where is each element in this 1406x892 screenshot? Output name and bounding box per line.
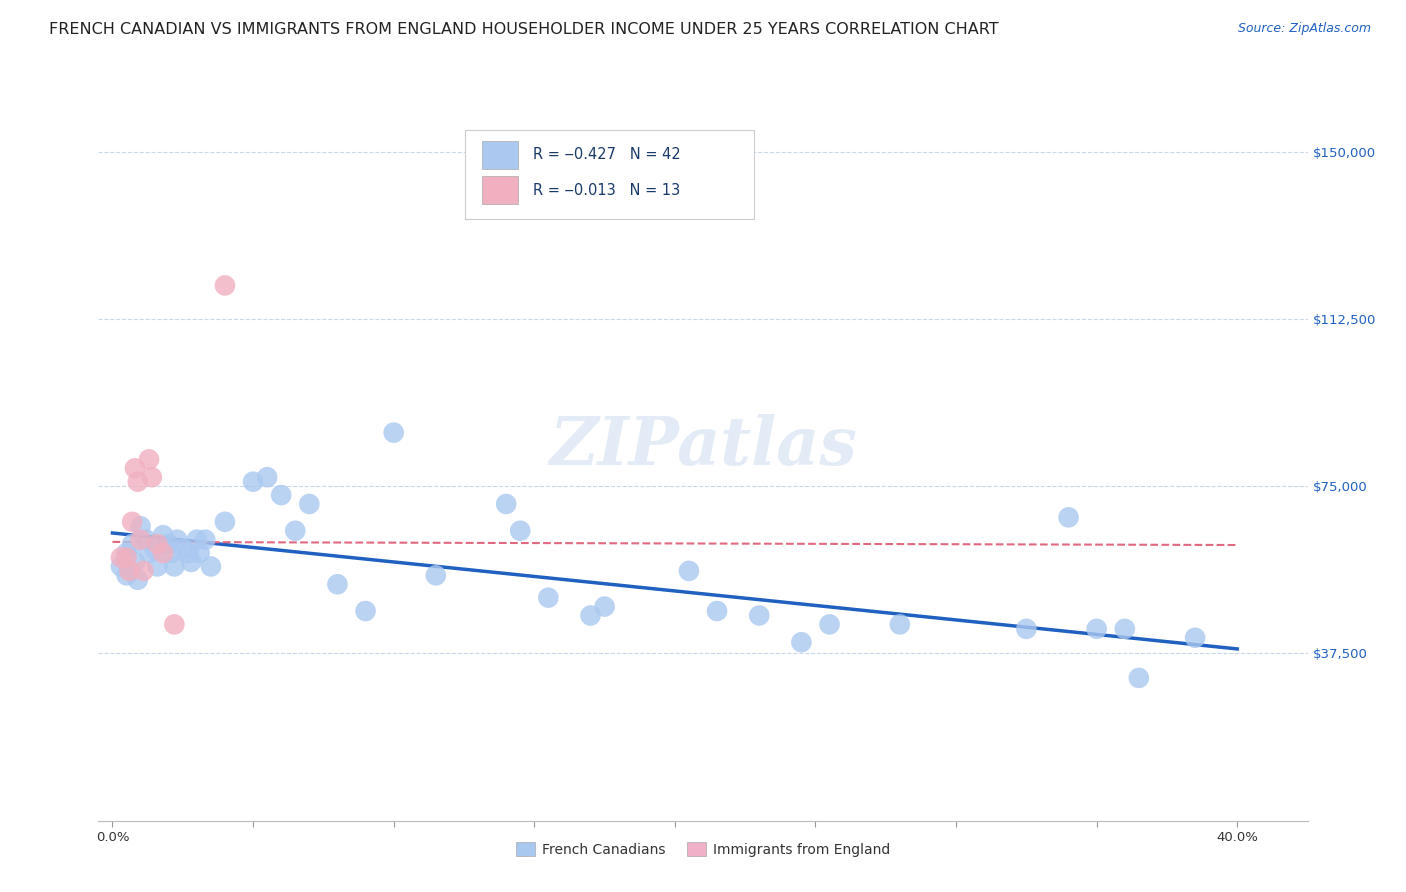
Point xyxy=(1114,622,1136,636)
Text: R = ‒0.013   N = 13: R = ‒0.013 N = 13 xyxy=(533,183,679,198)
Point xyxy=(593,599,616,614)
Point xyxy=(200,559,222,574)
Point xyxy=(382,425,405,440)
Point xyxy=(495,497,517,511)
Point xyxy=(256,470,278,484)
Bar xyxy=(482,141,517,169)
Point xyxy=(143,541,166,556)
Point xyxy=(354,604,377,618)
Point xyxy=(138,452,160,467)
Point xyxy=(163,617,186,632)
Point xyxy=(748,608,770,623)
Point xyxy=(118,564,141,578)
FancyBboxPatch shape xyxy=(465,130,754,219)
Point xyxy=(188,546,211,560)
Point xyxy=(790,635,813,649)
Bar xyxy=(482,177,517,204)
Text: Source: ZipAtlas.com: Source: ZipAtlas.com xyxy=(1237,22,1371,36)
Point xyxy=(194,533,217,547)
Point xyxy=(1184,631,1206,645)
Point xyxy=(579,608,602,623)
Point xyxy=(298,497,321,511)
Point xyxy=(214,278,236,293)
Point xyxy=(141,470,163,484)
Point xyxy=(152,528,174,542)
Point xyxy=(129,533,152,547)
Text: R = ‒0.427   N = 42: R = ‒0.427 N = 42 xyxy=(533,147,681,162)
Point xyxy=(121,515,143,529)
Point xyxy=(124,555,146,569)
Point xyxy=(146,559,169,574)
Point xyxy=(1128,671,1150,685)
Point xyxy=(326,577,349,591)
Point xyxy=(1057,510,1080,524)
Point xyxy=(127,475,149,489)
Point xyxy=(172,541,194,556)
Point xyxy=(678,564,700,578)
Point xyxy=(157,537,180,551)
Point xyxy=(177,546,200,560)
Point xyxy=(135,533,157,547)
Point xyxy=(284,524,307,538)
Point xyxy=(115,550,138,565)
Point xyxy=(132,564,155,578)
Point xyxy=(509,524,531,538)
Point xyxy=(129,519,152,533)
Point xyxy=(186,533,208,547)
Point xyxy=(110,559,132,574)
Point xyxy=(1085,622,1108,636)
Point xyxy=(1015,622,1038,636)
Point xyxy=(180,555,202,569)
Point xyxy=(124,461,146,475)
Text: FRENCH CANADIAN VS IMMIGRANTS FROM ENGLAND HOUSEHOLDER INCOME UNDER 25 YEARS COR: FRENCH CANADIAN VS IMMIGRANTS FROM ENGLA… xyxy=(49,22,998,37)
Point xyxy=(242,475,264,489)
Point xyxy=(163,559,186,574)
Point xyxy=(127,573,149,587)
Point xyxy=(138,546,160,560)
Point xyxy=(115,546,138,560)
Point xyxy=(115,568,138,582)
Text: ZIPatlas: ZIPatlas xyxy=(550,414,856,478)
Point xyxy=(110,550,132,565)
Point xyxy=(889,617,911,632)
Point xyxy=(537,591,560,605)
Point xyxy=(121,537,143,551)
Point xyxy=(146,537,169,551)
Point xyxy=(166,533,188,547)
Point xyxy=(425,568,447,582)
Point xyxy=(270,488,292,502)
Point xyxy=(818,617,841,632)
Point xyxy=(706,604,728,618)
Point xyxy=(214,515,236,529)
Point xyxy=(152,546,174,560)
Point xyxy=(160,546,183,560)
Legend: French Canadians, Immigrants from England: French Canadians, Immigrants from Englan… xyxy=(510,837,896,863)
